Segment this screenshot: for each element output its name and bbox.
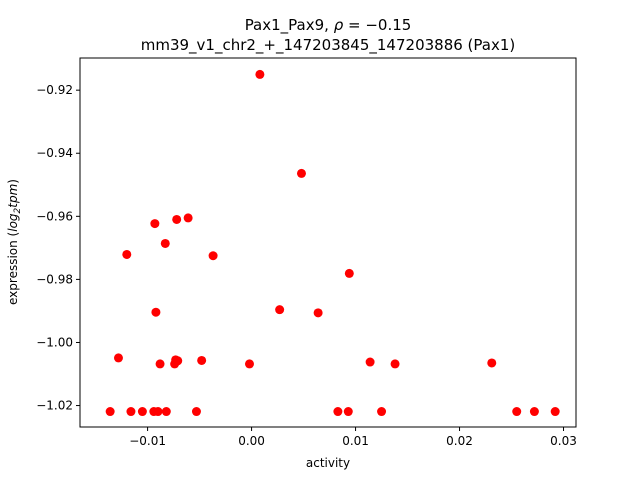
x-tick-label-4: 0.03: [550, 434, 577, 448]
data-point-16: [155, 359, 165, 369]
y-tick-label-0: −1.02: [36, 399, 73, 413]
y-tick-label-1: −1.00: [36, 335, 73, 349]
chart-title-rho: ρ: [334, 16, 344, 34]
data-point-26: [153, 407, 163, 417]
x-tick-label-3: 0.02: [446, 434, 473, 448]
y-tick-label-5: −0.92: [36, 83, 73, 97]
y-axis-label-sub: 2: [13, 207, 23, 213]
data-point-30: [343, 407, 353, 417]
data-point-0: [255, 69, 265, 79]
y-axis-label-prefix: expression (: [6, 232, 20, 305]
data-point-27: [161, 407, 171, 417]
data-point-4: [183, 213, 193, 223]
x-axis: −0.01 0.00 0.01 0.02 0.03: [129, 427, 577, 448]
data-point-15: [170, 359, 180, 369]
data-point-34: [550, 407, 560, 417]
chart-title-suffix: = −0.15: [343, 16, 411, 34]
data-point-21: [487, 358, 497, 368]
data-point-29: [333, 407, 343, 417]
data-point-33: [529, 407, 539, 417]
y-axis-label-log: log: [6, 213, 20, 232]
plot-frame: [79, 57, 577, 428]
data-point-24: [137, 407, 147, 417]
data-point-20: [390, 359, 400, 369]
chart-title-line2: mm39_v1_chr2_+_147203845_147203886 (Pax1…: [141, 36, 516, 55]
data-point-28: [191, 407, 201, 417]
y-axis-label-suffix: ): [6, 179, 20, 184]
x-tick-label-0: −0.01: [129, 434, 166, 448]
data-point-10: [313, 308, 323, 318]
data-point-11: [151, 307, 161, 317]
data-point-7: [208, 251, 218, 261]
data-point-1: [296, 168, 306, 178]
data-point-8: [344, 268, 354, 278]
data-point-22: [105, 407, 115, 417]
data-point-3: [172, 214, 182, 224]
x-tick-label-2: 0.01: [342, 434, 369, 448]
y-axis-label: expression (log2tpm): [6, 179, 23, 305]
y-tick-label-3: −0.96: [36, 209, 73, 223]
data-point-32: [512, 407, 522, 417]
data-point-23: [126, 407, 136, 417]
y-axis: −1.02 −1.00 −0.98 −0.96 −0.94 −0.92: [36, 83, 80, 413]
chart-title-line1: Pax1_Pax9, ρ = −0.15: [245, 16, 412, 35]
data-point-9: [275, 305, 285, 315]
chart-title-prefix: Pax1_Pax9,: [245, 16, 334, 35]
y-axis-label-tpm: tpm: [6, 184, 20, 208]
data-point-19: [365, 357, 375, 367]
data-point-2: [150, 219, 160, 229]
data-points: [105, 69, 560, 417]
data-point-18: [244, 359, 254, 369]
data-point-17: [197, 355, 207, 365]
x-axis-label: activity: [306, 456, 350, 470]
data-point-31: [377, 407, 387, 417]
y-tick-label-4: −0.94: [36, 146, 73, 160]
y-tick-label-2: −0.98: [36, 272, 73, 286]
data-point-5: [160, 238, 170, 248]
data-point-6: [122, 249, 132, 259]
data-point-12: [113, 353, 123, 363]
x-tick-label-1: 0.00: [238, 434, 265, 448]
